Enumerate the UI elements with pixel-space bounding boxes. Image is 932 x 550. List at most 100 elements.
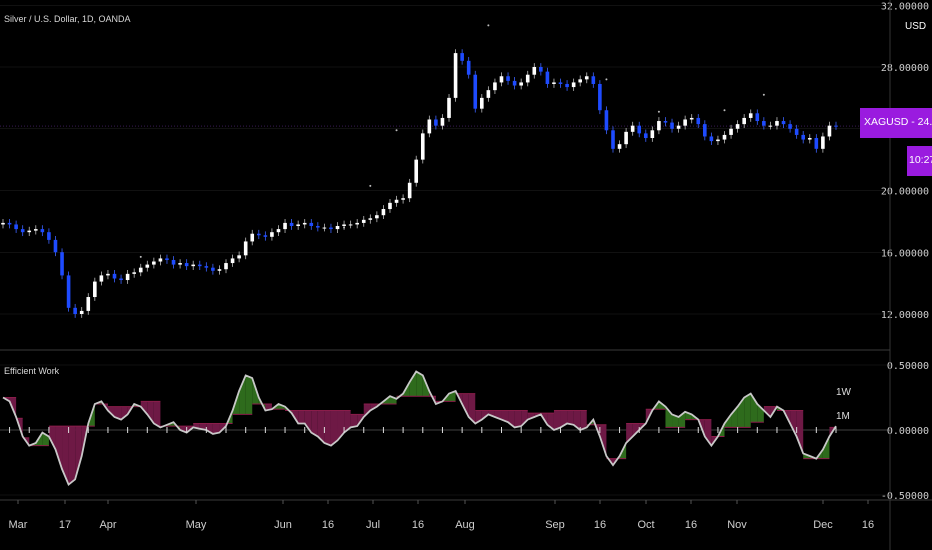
candle-2	[14, 224, 18, 230]
indicator-fill-18	[121, 406, 128, 420]
candle-80	[525, 74, 530, 83]
candle-32	[211, 267, 215, 271]
candle-120	[788, 124, 792, 129]
candle-82	[539, 67, 543, 72]
candle-91	[598, 83, 602, 111]
indicator-fill-76	[501, 410, 509, 423]
indicator-tick-label-2: 0.50000	[887, 361, 929, 372]
candle-30	[197, 264, 202, 267]
price-marker-dot-2	[369, 184, 372, 187]
candle-12	[79, 310, 84, 314]
indicator-fill-45	[298, 410, 305, 424]
candle-114	[748, 113, 753, 118]
candle-67	[440, 117, 445, 126]
candle-83	[545, 71, 550, 84]
candle-8	[53, 239, 58, 253]
candle-79	[519, 82, 523, 86]
indicator-fill-102	[672, 414, 679, 428]
indicator-fill-79	[521, 410, 528, 427]
indicator-fill-125	[822, 436, 830, 459]
candle-81	[532, 67, 537, 75]
indicator-fill-84	[553, 410, 561, 430]
candle-34	[224, 263, 228, 270]
candle-46	[302, 222, 307, 225]
candle-11	[73, 307, 77, 314]
candle-122	[801, 134, 806, 140]
candle-51	[335, 226, 340, 230]
x-tick-label-12: 16	[685, 519, 697, 531]
indicator-fill-101	[665, 406, 673, 428]
candle-70	[460, 53, 464, 61]
candle-13	[86, 297, 91, 311]
price-marker-dot-6	[657, 110, 660, 113]
candle-29	[191, 264, 196, 267]
candle-6	[40, 229, 45, 233]
indicator-fill-37	[245, 375, 253, 415]
candle-84	[552, 82, 556, 84]
indicator-fill-62	[409, 371, 417, 397]
price-tick-label-1: 16.00000	[881, 248, 929, 259]
indicator-fill-10	[68, 426, 76, 485]
indicator-fill-31	[206, 423, 213, 434]
candle-50	[329, 227, 333, 230]
indicator-fill-46	[304, 410, 312, 433]
x-tick-label-1: 17	[59, 519, 71, 531]
candle-44	[289, 222, 294, 227]
candle-18	[119, 278, 123, 281]
price-tick-label-4: 28.00000	[881, 63, 929, 74]
price-marker-dot-4	[487, 24, 490, 27]
candle-35	[230, 258, 235, 264]
x-tick-label-7: 16	[412, 519, 424, 531]
candle-112	[735, 124, 740, 129]
indicator-fill-53	[350, 414, 358, 428]
candle-105	[689, 117, 694, 120]
candle-104	[683, 119, 687, 126]
price-marker-dot-0	[139, 255, 142, 258]
candle-52	[342, 224, 346, 227]
candle-78	[512, 80, 517, 86]
candle-127	[834, 125, 838, 127]
indicator-fill-32	[212, 423, 220, 434]
candle-107	[703, 124, 707, 137]
candle-5	[33, 229, 38, 231]
candle-89	[584, 76, 589, 80]
candle-62	[407, 182, 412, 199]
indicator-fill-47	[311, 410, 318, 437]
candle-124	[814, 138, 819, 149]
price-tag-label: XAGUSD - 24.17336	[864, 116, 932, 128]
indicator-fill-22	[147, 401, 154, 424]
candle-16	[106, 273, 110, 276]
indicator-fill-115	[757, 404, 764, 423]
candle-74	[486, 90, 491, 98]
indicator-fill-121	[796, 410, 804, 454]
candle-100	[657, 121, 661, 131]
candle-19	[125, 273, 130, 281]
indicator-fill-17	[114, 406, 122, 420]
price-tick-label-2: 20.00000	[881, 187, 929, 198]
candle-48	[316, 226, 320, 228]
indicator-tick-label-1: 0.00000	[887, 426, 929, 437]
candle-26	[171, 259, 176, 265]
indicator-fill-86	[567, 410, 574, 425]
candle-40	[263, 235, 268, 237]
x-tick-label-5: 16	[322, 519, 334, 531]
candle-14	[93, 281, 97, 298]
candle-123	[807, 138, 812, 140]
candle-73	[480, 97, 484, 109]
candle-113	[742, 117, 746, 125]
x-tick-label-4: Jun	[274, 519, 292, 531]
countdown-label: 10:27	[909, 154, 932, 166]
indicator-fill-9	[62, 426, 69, 485]
candle-17	[112, 273, 117, 279]
x-tick-label-3: May	[186, 519, 207, 531]
candle-43	[283, 222, 287, 230]
candle-101	[663, 121, 668, 123]
candle-24	[158, 258, 163, 262]
candle-99	[650, 130, 655, 139]
indicator-fill-85	[560, 410, 568, 428]
x-tick-label-0: Mar	[9, 519, 28, 531]
price-marker-dot-5	[605, 78, 608, 81]
candle-39	[256, 233, 261, 236]
currency-label: USD	[905, 21, 927, 32]
